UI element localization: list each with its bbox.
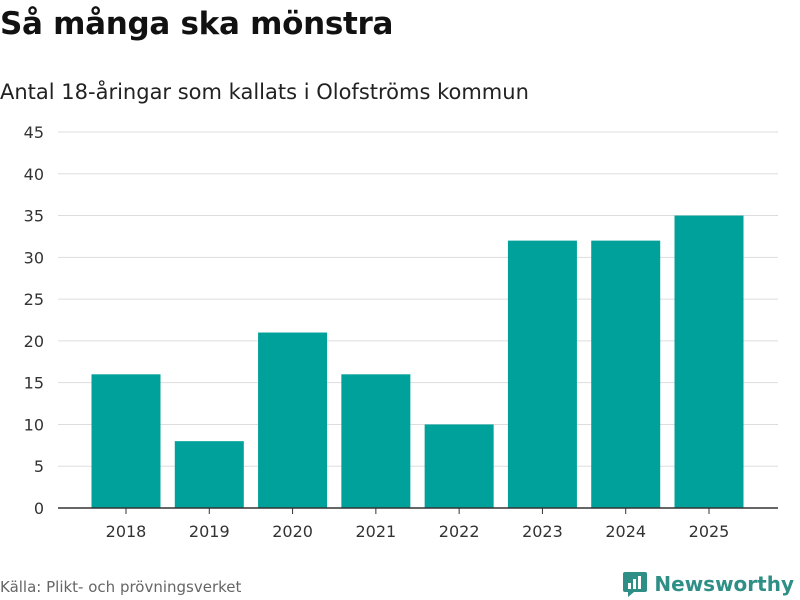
bar-2019 (174, 441, 244, 508)
bar-2024 (591, 240, 661, 508)
x-tick-label-2024: 2024 (605, 522, 646, 541)
bar-2022 (424, 424, 494, 508)
bar-2023 (507, 240, 577, 508)
y-tick-label: 30 (24, 248, 44, 267)
x-tick-label-2023: 2023 (522, 522, 563, 541)
x-tick-label-2022: 2022 (439, 522, 480, 541)
brand-name: Newsworthy (654, 572, 794, 596)
y-tick-label: 40 (24, 165, 44, 184)
grid-lines (58, 131, 778, 467)
y-tick-label: 45 (24, 123, 44, 142)
x-tick-label-2021: 2021 (355, 522, 396, 541)
bars (91, 215, 744, 509)
y-tick-label: 5 (34, 457, 44, 476)
newsworthy-logo-icon (623, 572, 648, 597)
y-tick-label: 35 (24, 207, 44, 226)
y-tick-label: 20 (24, 332, 44, 351)
bar-2025 (674, 215, 744, 509)
y-tick-label: 0 (34, 499, 44, 518)
bar-2021 (341, 374, 411, 508)
y-tick-label: 10 (24, 415, 44, 434)
y-axis-ticks: 0 5 10 15 20 25 30 35 40 45 (24, 123, 44, 518)
y-tick-label: 15 (24, 374, 44, 393)
x-tick-label-2020: 2020 (272, 522, 313, 541)
chart-subtitle: Antal 18-åringar som kallats i Olofström… (0, 80, 529, 104)
chart-title: Så många ska mönstra (0, 6, 394, 42)
bar-2020 (258, 332, 328, 508)
source-note: Källa: Plikt- och prövningsverket (0, 578, 242, 596)
x-tick-label-2025: 2025 (689, 522, 730, 541)
bar-2018 (91, 374, 161, 508)
brand-logo: Newsworthy (622, 570, 794, 598)
x-axis-ticks: 2018 2019 2020 2021 2022 2023 2024 2025 (106, 508, 730, 541)
y-tick-label: 25 (24, 290, 44, 309)
x-tick-label-2018: 2018 (106, 522, 147, 541)
x-tick-label-2019: 2019 (189, 522, 230, 541)
